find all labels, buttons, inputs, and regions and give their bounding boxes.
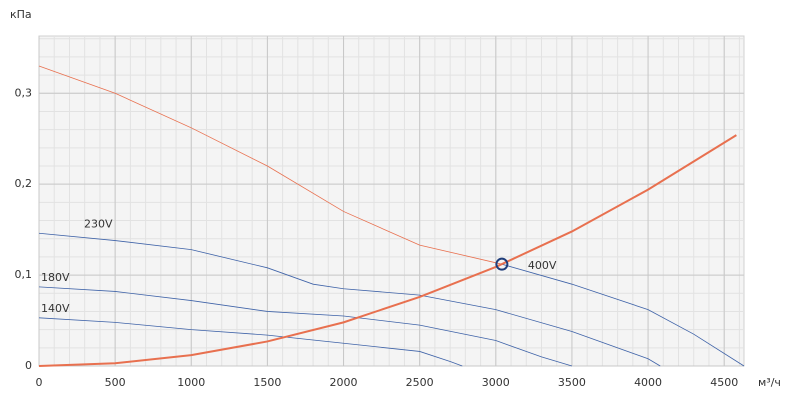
x-tick-label: 3500 — [558, 376, 586, 389]
x-tick-label: 2000 — [330, 376, 358, 389]
x-tick-label: 0 — [36, 376, 43, 389]
y-tick-label: 0,2 — [15, 177, 33, 190]
series-line — [38, 232, 661, 367]
series-label: 140V — [41, 302, 70, 315]
series-label: 180V — [41, 271, 70, 284]
x-tick-label: 2500 — [406, 376, 434, 389]
series-line — [38, 65, 502, 265]
x-axis-label: м³/ч — [758, 376, 781, 389]
operating-point — [495, 257, 509, 271]
series-line — [38, 317, 463, 367]
series-line — [501, 263, 745, 367]
y-axis-label: кПа — [10, 8, 32, 21]
series-label: 230V — [84, 217, 113, 230]
x-tick-label: 3000 — [482, 376, 510, 389]
x-tick-label: 4000 — [634, 376, 662, 389]
x-tick-label: 1000 — [177, 376, 205, 389]
series-line — [38, 286, 573, 367]
y-tick-label: 0,1 — [15, 268, 33, 281]
x-tick-label: 1500 — [253, 376, 281, 389]
series-line — [38, 134, 737, 367]
x-tick-label: 4500 — [710, 376, 738, 389]
y-tick-label: 0,3 — [15, 86, 33, 99]
y-tick-label: 0 — [25, 359, 32, 372]
series-label: 400V — [528, 259, 557, 272]
plot-area — [38, 35, 745, 367]
x-tick-label: 500 — [105, 376, 126, 389]
